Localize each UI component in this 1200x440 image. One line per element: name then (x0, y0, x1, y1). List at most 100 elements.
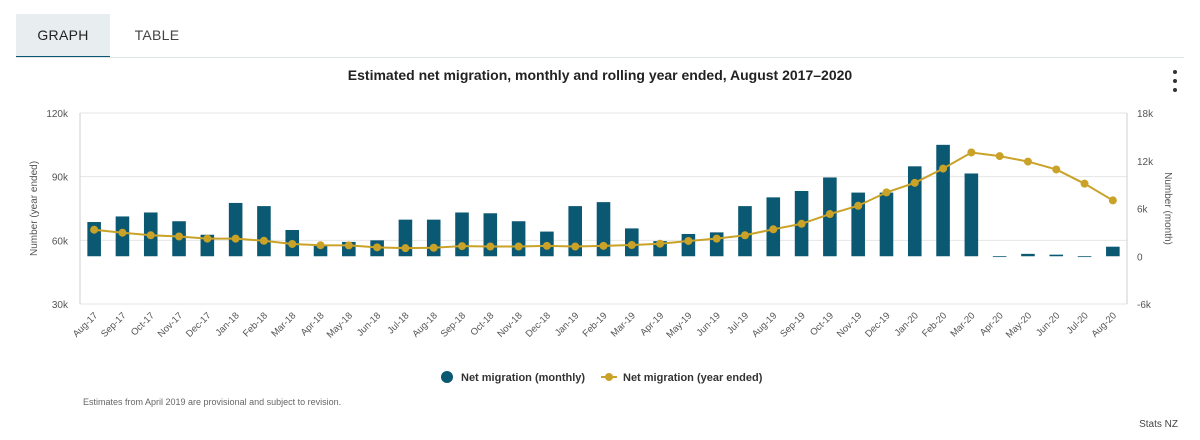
line-point (344, 241, 353, 250)
line-point (684, 236, 693, 245)
line-point (882, 188, 891, 197)
line-point (90, 225, 99, 234)
bar (738, 206, 752, 257)
x-tick-label: Mar-19 (609, 310, 638, 339)
line-point (203, 234, 212, 243)
x-tick-label: Aug-20 (1090, 310, 1119, 339)
bar (1077, 256, 1092, 258)
line-point (656, 239, 665, 248)
x-tick-label: Feb-18 (241, 310, 270, 339)
chart-title: Estimated net migration, monthly and rol… (348, 67, 853, 83)
line-point (854, 201, 863, 210)
x-tick-label: Aug-19 (750, 310, 779, 339)
line-point (939, 164, 948, 173)
x-tick-label: Sep-19 (778, 310, 807, 339)
x-tick-label: Nov-17 (156, 310, 185, 339)
legend-label-year-ended: Net migration (year ended) (623, 372, 763, 384)
x-tick-label: Dec-17 (184, 310, 213, 339)
x-tick-label: Apr-19 (638, 310, 666, 338)
line-point (231, 234, 240, 243)
line-point (373, 243, 382, 252)
line-point (486, 242, 495, 251)
line-point (175, 232, 184, 241)
source-credit: Stats NZ (1139, 419, 1178, 430)
line-point (740, 231, 749, 240)
x-tick-label: Jun-18 (355, 310, 383, 338)
line-point (995, 152, 1004, 161)
legend-marker-year-ended (605, 373, 613, 381)
bar (313, 245, 328, 257)
line-point (1023, 157, 1032, 166)
bar (596, 202, 611, 257)
x-tick-label: Oct-18 (468, 310, 496, 338)
line-point (458, 242, 467, 251)
legend-label-monthly: Net migration (monthly) (461, 372, 585, 384)
more-vertical-icon[interactable] (1168, 70, 1182, 92)
bar (907, 166, 922, 257)
y-right-tick-label: 0 (1137, 252, 1143, 263)
line-point (712, 234, 721, 243)
bar (511, 221, 526, 257)
bar (228, 202, 243, 257)
line-point (288, 239, 297, 248)
y-left-axis-title: Number (year ended) (29, 161, 40, 256)
x-tick-label: Oct-19 (808, 310, 836, 338)
x-tick-label: May-18 (325, 310, 355, 340)
x-tick-label: Jun-19 (694, 310, 722, 338)
x-tick-label: Oct-17 (129, 310, 157, 338)
x-tick-label: Nov-18 (495, 310, 524, 339)
bar (257, 206, 271, 257)
bar (992, 256, 1007, 258)
line-point (514, 242, 523, 251)
y-left-tick-label: 120k (46, 109, 69, 120)
x-tick-label: Sep-17 (99, 310, 128, 339)
x-tick-label: Jul-19 (725, 310, 751, 336)
x-tick-label: Jun-20 (1034, 310, 1062, 338)
line-point (1080, 179, 1089, 188)
line-point (1108, 196, 1117, 205)
line-point (316, 241, 325, 250)
line-point (599, 241, 608, 250)
line-point (542, 241, 551, 250)
bar (879, 192, 894, 257)
line-point (627, 241, 636, 250)
tab-table[interactable]: TABLE (134, 27, 180, 43)
x-tick-label: Mar-20 (948, 310, 977, 339)
line-point (769, 225, 778, 234)
y-right-tick-label: 18k (1137, 109, 1154, 120)
x-tick-label: Dec-19 (863, 310, 892, 339)
bar (568, 206, 582, 257)
x-tick-label: Jan-20 (893, 310, 921, 338)
x-tick-label: Mar-18 (269, 310, 298, 339)
line-point (797, 219, 806, 228)
line-point (118, 228, 127, 237)
x-tick-label: Nov-19 (835, 310, 864, 339)
x-tick-label: Jul-20 (1065, 310, 1091, 336)
x-tick-label: Apr-20 (978, 310, 1006, 338)
x-tick-label: Jan-18 (213, 310, 241, 338)
x-tick-label: Jul-18 (385, 310, 411, 336)
bar (1106, 246, 1120, 257)
bar (851, 192, 865, 257)
line-point (910, 178, 919, 187)
footnote: Estimates from April 2019 are provisiona… (83, 397, 342, 407)
line-point (571, 242, 580, 251)
line-point (146, 231, 155, 240)
x-tick-label: Aug-17 (71, 310, 100, 339)
x-tick-label: Dec-18 (524, 310, 553, 339)
y-right-axis-title: Number (month) (1162, 172, 1173, 245)
y-right-tick-label: 6k (1137, 205, 1149, 216)
x-tick-label: Feb-19 (581, 310, 610, 339)
line-point (825, 210, 834, 219)
bar (1049, 254, 1064, 257)
tab-divider (16, 57, 1184, 58)
line-point (967, 148, 976, 157)
line-point (401, 244, 410, 253)
x-tick-label: Aug-18 (410, 310, 439, 339)
x-tick-label: Apr-18 (299, 310, 327, 338)
y-right-tick-label: 12k (1137, 157, 1154, 168)
x-tick-label: May-19 (664, 310, 694, 340)
y-left-tick-label: 60k (52, 236, 69, 247)
bar (936, 144, 950, 257)
